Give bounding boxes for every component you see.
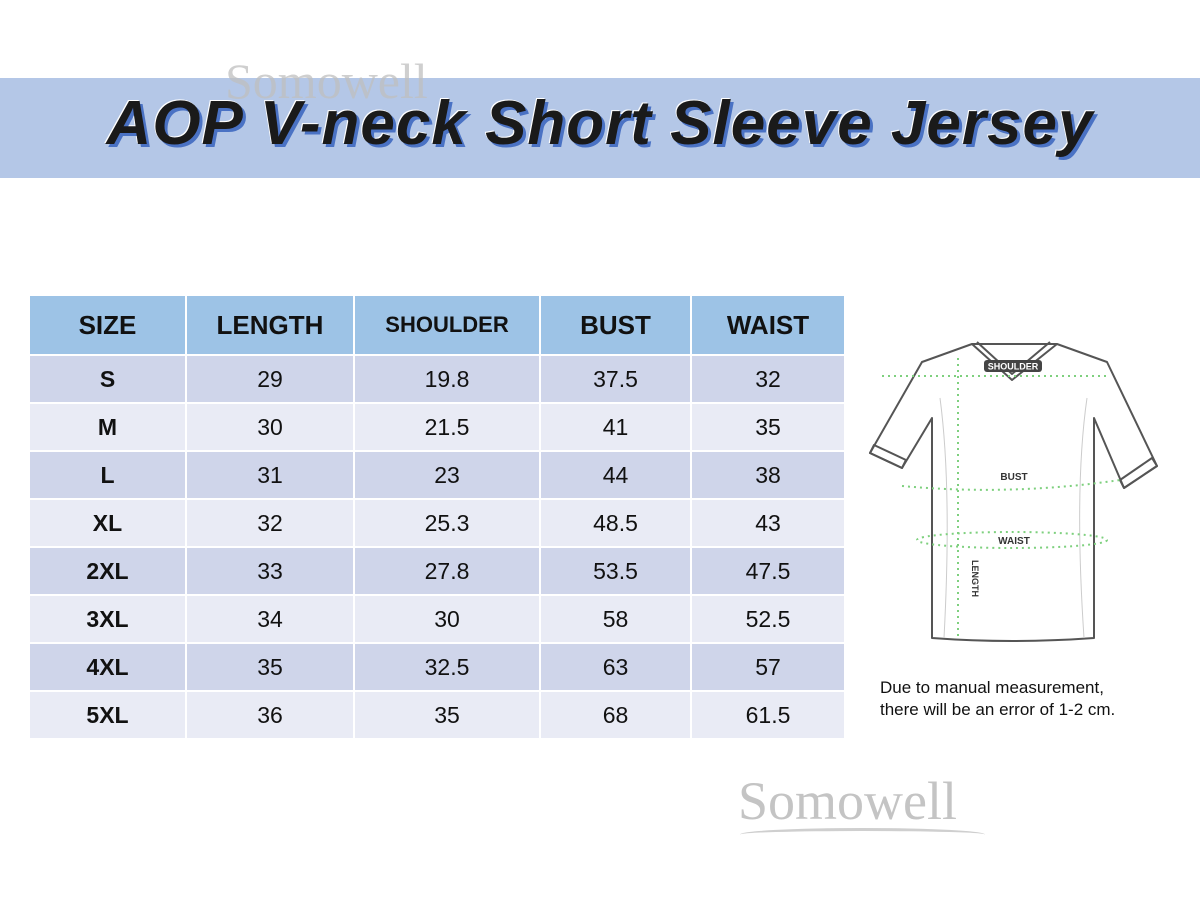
cell-waist: 38 <box>690 450 846 500</box>
cell-shoulder: 30 <box>353 594 541 644</box>
cell-size: 2XL <box>28 546 187 596</box>
header-shoulder: SHOULDER <box>353 294 541 356</box>
cell-waist: 47.5 <box>690 546 846 596</box>
table-row: 2XL 33 27.8 53.5 47.5 <box>28 546 846 596</box>
cell-bust: 48.5 <box>539 498 692 548</box>
cell-waist: 52.5 <box>690 594 846 644</box>
watermark-logo: Somowell <box>738 771 958 831</box>
jersey-diagram: SHOULDER BUST WAIST LENGTH <box>869 341 1158 642</box>
cell-shoulder: 21.5 <box>353 402 541 452</box>
cell-size: L <box>28 450 187 500</box>
cell-size: 3XL <box>28 594 187 644</box>
cell-size: 5XL <box>28 690 187 740</box>
table-row: XL 32 25.3 48.5 43 <box>28 498 846 548</box>
cell-length: 29 <box>185 354 355 404</box>
cell-waist: 35 <box>690 402 846 452</box>
header-length: LENGTH <box>185 294 355 356</box>
cell-bust: 44 <box>539 450 692 500</box>
cell-shoulder: 35 <box>353 690 541 740</box>
watermark-logo: Somowell <box>225 53 428 109</box>
shoulder-label: SHOULDER <box>988 362 1039 372</box>
cell-bust: 37.5 <box>539 354 692 404</box>
waist-label: WAIST <box>998 536 1030 547</box>
cell-length: 32 <box>185 498 355 548</box>
cell-bust: 53.5 <box>539 546 692 596</box>
cell-shoulder: 32.5 <box>353 642 541 692</box>
header-waist: WAIST <box>690 294 846 356</box>
table-row: L 31 23 44 38 <box>28 450 846 500</box>
note-line: Due to manual measurement, <box>880 678 1104 697</box>
cell-length: 30 <box>185 402 355 452</box>
cell-bust: 41 <box>539 402 692 452</box>
cell-bust: 68 <box>539 690 692 740</box>
cell-shoulder: 25.3 <box>353 498 541 548</box>
table-header-row: SIZE LENGTH SHOULDER BUST WAIST <box>28 294 846 356</box>
table-row: 4XL 35 32.5 63 57 <box>28 642 846 692</box>
note-line: there will be an error of 1-2 cm. <box>880 700 1116 719</box>
cell-size: S <box>28 354 187 404</box>
table-row: 5XL 36 35 68 61.5 <box>28 690 846 740</box>
cell-shoulder: 23 <box>353 450 541 500</box>
length-label: LENGTH <box>970 560 980 597</box>
cell-length: 36 <box>185 690 355 740</box>
cell-waist: 43 <box>690 498 846 548</box>
title-band <box>0 78 1200 178</box>
cell-length: 35 <box>185 642 355 692</box>
table-row: M 30 21.5 41 35 <box>28 402 846 452</box>
header-bust: BUST <box>539 294 692 356</box>
measurement-note: Due to manual measurement, there will be… <box>880 677 1115 721</box>
cell-bust: 58 <box>539 594 692 644</box>
cell-size: 4XL <box>28 642 187 692</box>
bust-label: BUST <box>1000 472 1027 483</box>
header-size: SIZE <box>28 294 187 356</box>
cell-waist: 32 <box>690 354 846 404</box>
cell-bust: 63 <box>539 642 692 692</box>
table-row: 3XL 34 30 58 52.5 <box>28 594 846 644</box>
cell-waist: 57 <box>690 642 846 692</box>
table-row: S 29 19.8 37.5 32 <box>28 354 846 404</box>
cell-size: XL <box>28 498 187 548</box>
cell-shoulder: 19.8 <box>353 354 541 404</box>
page-title: AOP V-neck Short Sleeve Jersey <box>106 89 1094 158</box>
cell-waist: 61.5 <box>690 690 846 740</box>
cell-shoulder: 27.8 <box>353 546 541 596</box>
cell-length: 34 <box>185 594 355 644</box>
cell-length: 33 <box>185 546 355 596</box>
cell-length: 31 <box>185 450 355 500</box>
size-table: SIZE LENGTH SHOULDER BUST WAIST S 29 19.8 3… <box>28 294 846 740</box>
watermark-swoosh <box>740 828 985 841</box>
cell-size: M <box>28 402 187 452</box>
